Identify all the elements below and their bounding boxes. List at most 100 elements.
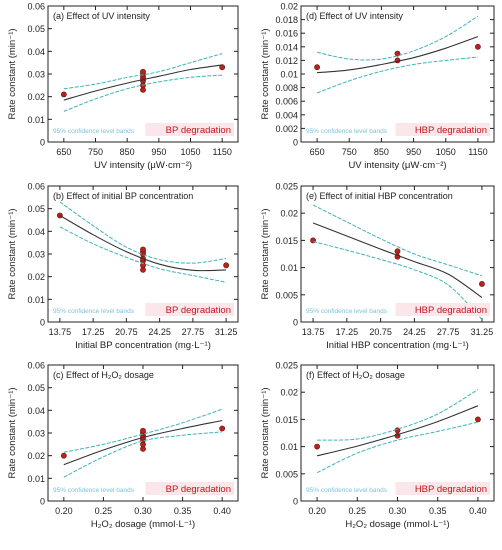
x-tick-label: 31.25 bbox=[215, 327, 238, 337]
confidence-band-note: 95% confidence level bands bbox=[53, 487, 135, 494]
data-point bbox=[394, 50, 401, 57]
x-tick-label: 850 bbox=[120, 147, 135, 157]
y-tick-label: 0.025 bbox=[275, 182, 298, 192]
x-tick-label: 13.75 bbox=[49, 327, 72, 337]
y-tick-label: 0.016 bbox=[275, 29, 298, 39]
y-tick-label: 0.012 bbox=[275, 56, 298, 66]
annotation-label: BP degradation bbox=[166, 305, 231, 316]
x-tick-label: 27.75 bbox=[182, 327, 205, 337]
data-point bbox=[475, 416, 481, 423]
data-point bbox=[56, 212, 63, 219]
y-tick-label: 0.04 bbox=[27, 227, 45, 237]
upper-band-line bbox=[63, 53, 223, 90]
lower-band-line bbox=[316, 56, 478, 94]
x-tick-label: 17.25 bbox=[82, 327, 105, 337]
y-tick-label: 0.06 bbox=[27, 361, 45, 371]
y-tick-label: 0.04 bbox=[27, 406, 45, 416]
lower-band-line bbox=[63, 74, 223, 112]
chart-panel-1: 0 0.01 0.02 0.03 0.04 0.05 0.06 650 750 850 950 105… bbox=[7, 2, 239, 171]
data-point bbox=[475, 43, 481, 50]
x-tick-label: 650 bbox=[310, 147, 325, 157]
y-tick-label: 0.025 bbox=[275, 361, 298, 371]
panel-title: (c) Effect of H₂O₂ dosage bbox=[53, 370, 154, 380]
annotation-badge bbox=[395, 123, 490, 136]
x-tick-label: 0.40 bbox=[469, 506, 487, 516]
annotation-badge bbox=[145, 303, 234, 316]
y-tick-label: 0.01 bbox=[280, 70, 298, 80]
upper-band-line bbox=[316, 15, 479, 61]
y-tick-label: 0.02 bbox=[27, 451, 45, 461]
confidence-band-note: 95% confidence level bands bbox=[53, 128, 135, 135]
y-tick-label: 0.008 bbox=[275, 83, 298, 93]
y-tick-label: 0.02 bbox=[27, 272, 45, 282]
x-tick-label: 1150 bbox=[212, 147, 231, 157]
annotation-badge bbox=[145, 482, 234, 495]
data-point bbox=[140, 68, 146, 75]
y-tick-label: 0.002 bbox=[275, 124, 298, 134]
x-axis-label: Initial HBP concentration (mg·L⁻¹) bbox=[326, 340, 469, 351]
data-point bbox=[140, 246, 146, 253]
confidence-band-note: 95% confidence level bands bbox=[306, 128, 388, 135]
lower-band-line bbox=[312, 241, 483, 320]
x-axis-label: Initial BP concentration (mg·L⁻¹) bbox=[75, 340, 211, 351]
fit-line bbox=[312, 222, 483, 298]
x-tick-label: 950 bbox=[406, 147, 421, 157]
plot-frame bbox=[300, 185, 495, 323]
data-point bbox=[394, 248, 401, 255]
annotation-label: HBP degradation bbox=[415, 125, 487, 136]
chart-panel-3: 0 0.01 0.02 0.03 0.04 0.05 0.06 13.75 17.25 20.75… bbox=[7, 182, 239, 351]
data-point bbox=[219, 64, 226, 71]
y-tick-label: 0.01 bbox=[27, 115, 45, 125]
chart-panel-4: 0 0.005 0.01 0.015 0.02 0.025 13.75 17.25 20.75 2… bbox=[260, 182, 495, 351]
y-axis-label: Rate constant (min⁻¹) bbox=[7, 208, 18, 299]
x-axis-label: UV intensity (μW·cm⁻²) bbox=[94, 160, 192, 171]
data-point bbox=[223, 262, 230, 269]
y-axis-label: Rate constant (min⁻¹) bbox=[260, 208, 271, 299]
y-tick-label: 0.03 bbox=[27, 250, 45, 260]
y-tick-label: 0.06 bbox=[27, 182, 45, 192]
x-tick-label: 1050 bbox=[436, 147, 456, 157]
y-axis-label: Rate constant (min⁻¹) bbox=[260, 387, 271, 478]
y-tick-label: 0 bbox=[293, 497, 298, 507]
y-tick-label: 0.02 bbox=[280, 388, 298, 398]
x-tick-label: 1050 bbox=[180, 147, 200, 157]
fit-line bbox=[316, 405, 479, 457]
panel-title: (b) Effect of initial BP concentration bbox=[53, 191, 193, 201]
y-tick-label: 0.004 bbox=[275, 110, 298, 120]
x-tick-label: 13.75 bbox=[302, 327, 325, 337]
annotation-label: HBP degradation bbox=[415, 305, 487, 316]
fit-line bbox=[59, 215, 227, 272]
data-point bbox=[60, 452, 67, 459]
annotation-label: BP degradation bbox=[166, 125, 231, 136]
y-tick-label: 0 bbox=[40, 138, 45, 148]
x-tick-label: 0.25 bbox=[95, 506, 113, 516]
y-tick-label: 0.02 bbox=[280, 209, 298, 219]
annotation-label: HBP degradation bbox=[415, 484, 487, 495]
y-tick-label: 0.06 bbox=[27, 2, 45, 12]
panel-title: (e) Effect of initial HBP concentration bbox=[306, 191, 453, 201]
confidence-band-note: 95% confidence level bands bbox=[53, 308, 135, 315]
lower-band-line bbox=[59, 226, 227, 283]
annotation-badge bbox=[395, 482, 490, 495]
y-tick-label: 0.02 bbox=[27, 92, 45, 102]
x-tick-label: 850 bbox=[374, 147, 389, 157]
x-tick-label: 0.20 bbox=[308, 506, 326, 516]
panel-title: (d) Effect of UV intensity bbox=[306, 11, 403, 21]
y-axis-label: Rate constant (min⁻¹) bbox=[260, 28, 271, 119]
x-tick-label: 750 bbox=[88, 147, 103, 157]
fit-line bbox=[63, 419, 223, 466]
y-tick-label: 0.05 bbox=[27, 24, 45, 34]
data-point bbox=[140, 427, 146, 434]
panel-title: (f) Effect of H₂O₂ dosage bbox=[306, 370, 405, 380]
chart-panel-2: 0 0.002 0.004 0.006 0.008 0.01 0.012 0.014 0.016… bbox=[260, 2, 495, 171]
x-tick-label: 0.20 bbox=[55, 506, 73, 516]
y-tick-label: 0.018 bbox=[275, 15, 298, 25]
y-tick-label: 0.006 bbox=[275, 97, 298, 107]
annotation-badge bbox=[145, 123, 234, 136]
confidence-band-note: 95% confidence level bands bbox=[306, 487, 388, 494]
x-tick-label: 24.25 bbox=[403, 327, 426, 337]
data-point bbox=[219, 425, 226, 432]
x-tick-label: 24.25 bbox=[148, 327, 171, 337]
x-tick-label: 750 bbox=[342, 147, 357, 157]
